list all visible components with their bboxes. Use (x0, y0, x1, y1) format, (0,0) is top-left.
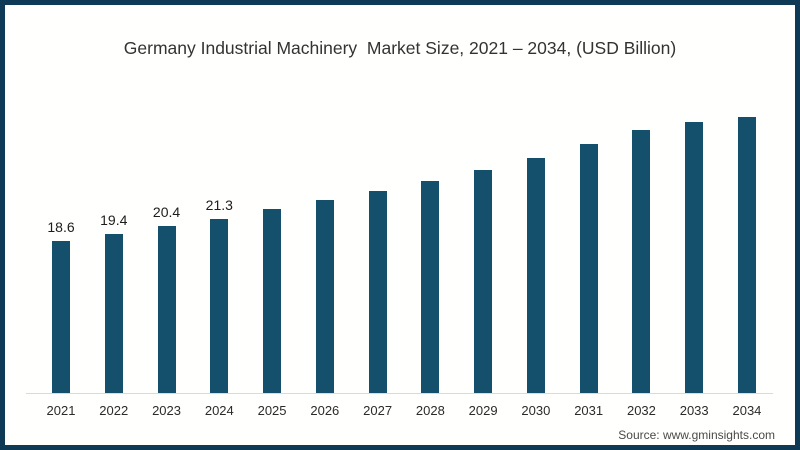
bar-2024 (210, 218, 229, 394)
bar-value-label-2023: 20.4 (152, 203, 181, 220)
x-axis-label-2026: 2026 (310, 403, 340, 418)
x-axis-label-2034: 2034 (732, 403, 762, 418)
bar-column-2024: 21.3 (206, 5, 233, 394)
bar-column-2028 (421, 5, 440, 394)
bar-2027 (368, 191, 387, 394)
bar-2032 (632, 130, 651, 394)
bar-column-2023: 20.4 (153, 5, 180, 394)
x-axis-line (26, 393, 773, 394)
x-axis-label-2021: 2021 (46, 403, 76, 418)
x-axis-label-2022: 2022 (99, 403, 129, 418)
bar-column-2027 (368, 5, 387, 394)
x-axis-label-2031: 2031 (574, 403, 604, 418)
x-axis-labels: 2021 2022 2023 2024 2025 2026 2027 2028 2029 2030… (46, 403, 762, 419)
bar-column-2030 (526, 5, 545, 394)
x-axis-label-2025: 2025 (257, 403, 287, 418)
bar-2022 (104, 234, 123, 394)
bar-value-label-2024: 21.3 (205, 196, 233, 213)
bar-2033 (685, 122, 704, 394)
bar-column-2021: 18.6 (47, 5, 75, 394)
bar-2029 (474, 169, 493, 394)
x-axis-label-2033: 2033 (679, 403, 709, 418)
x-axis-label-2027: 2027 (363, 403, 393, 418)
bar-column-2032 (632, 5, 651, 394)
x-axis-label-2023: 2023 (152, 403, 181, 418)
source-attribution: Source: www.gminsights.com (618, 428, 775, 442)
bar-column-2031 (579, 5, 598, 394)
x-axis-label-2024: 2024 (204, 403, 234, 418)
bar-column-2026 (315, 5, 334, 394)
x-axis-label-2030: 2030 (521, 403, 551, 418)
bar-2030 (526, 158, 545, 394)
bar-2025 (263, 209, 282, 394)
bar-2031 (579, 144, 598, 394)
x-axis-label-2028: 2028 (415, 403, 445, 418)
bar-2028 (421, 180, 440, 394)
x-axis-label-2032: 2032 (626, 403, 656, 418)
bar-column-2033 (685, 5, 704, 394)
bar-2023 (157, 225, 176, 394)
bar-column-2029 (474, 5, 493, 394)
bar-column-2022: 19.4 (100, 5, 127, 394)
bar-column-2025 (263, 5, 282, 394)
bar-2026 (315, 200, 334, 394)
bar-value-label-2022: 19.4 (100, 212, 128, 229)
bar-value-label-2021: 18.6 (47, 218, 75, 235)
chart-title: Germany Industrial Machinery Market Size… (123, 38, 677, 58)
x-axis-label-2029: 2029 (468, 403, 498, 418)
bars-container: 18.6 19.4 20.4 21.3 (47, 5, 756, 394)
bar-2021 (52, 240, 70, 394)
bar-column-2034 (737, 5, 756, 394)
bar-2034 (737, 117, 756, 394)
